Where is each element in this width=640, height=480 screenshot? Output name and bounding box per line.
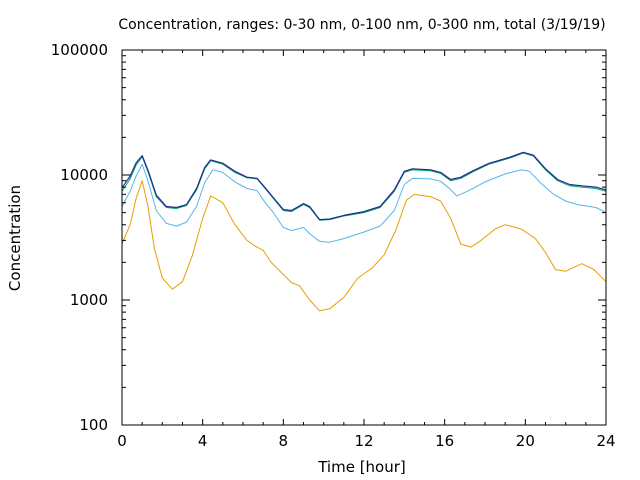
- x-tick-label: 16: [435, 432, 454, 450]
- x-tick-label: 12: [354, 432, 373, 450]
- series-line-4: [121, 151, 607, 221]
- series-line-2: [121, 163, 607, 243]
- y-tick-label: 1000: [70, 291, 108, 309]
- x-axis-label: Time [hour]: [317, 458, 406, 476]
- y-tick-label: 100000: [51, 41, 108, 59]
- x-tick-label: 4: [198, 432, 208, 450]
- x-tick-label: 8: [279, 432, 289, 450]
- y-tick-label: 100: [79, 416, 108, 434]
- x-tick-label: 20: [516, 432, 535, 450]
- series-line-1: [121, 180, 607, 312]
- axis-layer: 0 4 8 12 16 20 24 100 1000 10000 100000: [51, 41, 616, 450]
- x-tick-label: 0: [117, 432, 127, 450]
- y-tick-label: 10000: [60, 166, 108, 184]
- x-tick-label: 24: [596, 432, 615, 450]
- series-layer: [121, 151, 607, 312]
- plot-frame: [121, 49, 607, 426]
- chart-title: Concentration, ranges: 0-30 nm, 0-100 nm…: [118, 17, 605, 33]
- y-axis-label: Concentration: [6, 185, 24, 291]
